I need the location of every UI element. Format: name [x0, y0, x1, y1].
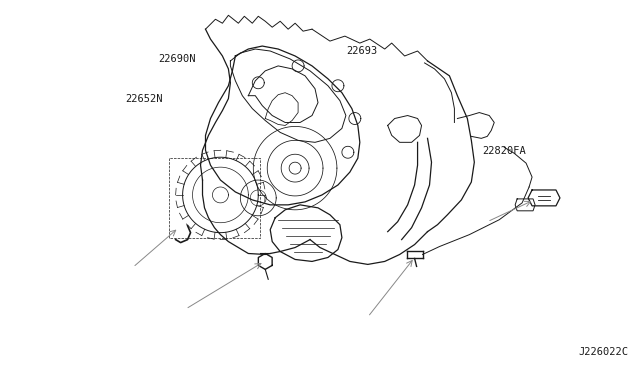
- Text: 22690N: 22690N: [158, 54, 195, 64]
- Text: 22693: 22693: [346, 46, 377, 56]
- Text: J226022C: J226022C: [579, 347, 628, 357]
- Text: 22820FA: 22820FA: [483, 146, 526, 156]
- Text: 22652N: 22652N: [125, 94, 163, 104]
